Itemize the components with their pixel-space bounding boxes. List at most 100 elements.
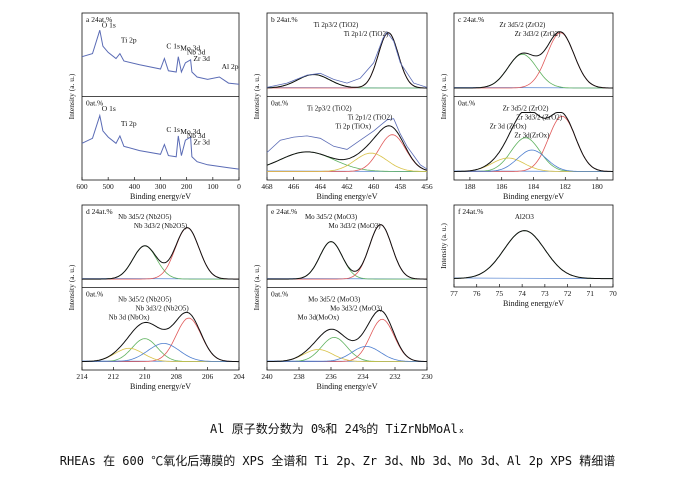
panel-c-xtick-label: 180 xyxy=(591,182,603,191)
panel-a-xtick-label: 100 xyxy=(207,182,219,191)
panel-d-ylabel: Intensity (a. u.) xyxy=(67,264,76,310)
panel-b-xtick-label: 458 xyxy=(395,182,407,191)
panel-e-annotation: Mo 3d(MoOx) xyxy=(297,314,339,322)
panel-a-peak-label: C 1s xyxy=(166,42,180,51)
panel-f-envelope xyxy=(453,230,613,280)
panel-d-annotation: Nb 3d5/2 (Nb2O5) xyxy=(118,296,172,304)
panel-a-peak-label: C 1s xyxy=(166,125,180,134)
panel-e-peak-mo-3d3-2 xyxy=(267,241,427,280)
panel-a-peak-label: Zr 3d xyxy=(193,137,210,146)
panel-e-peak-mo-3d3-2 xyxy=(267,336,427,363)
panel-c-annotation: Zr 3d5/2 (ZrO2) xyxy=(499,21,546,29)
panel-a-xtick-label: 600 xyxy=(76,182,88,191)
panel-d-xtick-label: 204 xyxy=(233,372,245,381)
panel-e-envelope xyxy=(267,224,427,280)
panel-e-xtick-label: 230 xyxy=(421,372,433,381)
panel-c-annotation: Zr 3d5/2 (ZrO2) xyxy=(503,105,550,113)
panel-a-0-spectrum xyxy=(81,30,240,85)
panel-d-annotation: Nb 3d5/2 (Nb2O5) xyxy=(118,213,172,221)
xps-figure: 600 500 400 300 200 100 0 Binding energy/eV Inte… xyxy=(67,12,617,391)
panel-b-envelope xyxy=(267,32,427,89)
panel-b-annotation: Ti 2p3/2 (TiO2) xyxy=(314,21,359,29)
panel-f-xlabel: Binding energy/eV xyxy=(503,299,564,308)
panel-e-ylabel: Intensity (a. u.) xyxy=(252,264,261,310)
panel-e-xtick-label: 236 xyxy=(325,372,337,381)
panel-a-xtick-label: 500 xyxy=(103,182,115,191)
panel-c-xtick-label: 188 xyxy=(464,182,476,191)
panel-d-xtick-label: 214 xyxy=(76,372,88,381)
panel-e-xtick-label: 234 xyxy=(357,372,369,381)
panel-b-peak-ti-2p3-2 xyxy=(267,32,427,89)
panel-c-sublabel: c 24at.% xyxy=(458,15,484,24)
panel-c-ylabel: Intensity (a. u.) xyxy=(439,73,448,119)
panel-a-peak-label: Mo 3d xyxy=(180,43,200,52)
panel-d-annotation: Nb 3d3/2 (Nb2O5) xyxy=(134,222,188,230)
caption-line-2: RHEAs 在 600 ℃氧化后薄膜的 XPS 全谱和 Ti 2p、Zr 3d、… xyxy=(59,454,616,468)
panel-b-xtick-label: 456 xyxy=(421,182,433,191)
panel-d-xtick-label: 208 xyxy=(171,372,183,381)
panel-d-xlabel: Binding energy/eV xyxy=(130,382,191,391)
panel-c-sublabel: 0at.% xyxy=(458,99,475,108)
panel-a-1-spectrum xyxy=(81,113,240,170)
panel-a-peak-label: O 1s xyxy=(102,104,116,113)
panel-d-xtick-label: 212 xyxy=(108,372,120,381)
panel-a-peak-label: Ti 2p xyxy=(121,35,137,44)
panel-a-xtick-label: 400 xyxy=(129,182,141,191)
panel-a-xlabel: Binding energy/eV xyxy=(130,192,191,201)
panel-a-xtick-label: 200 xyxy=(181,182,193,191)
panel-c-annotation: Zr 3d (ZrOx) xyxy=(490,123,528,131)
panel-e-envelope xyxy=(266,309,427,363)
panel-e-annotation: Mo 3d5/2 (MoO3) xyxy=(308,296,361,304)
panel-d-peak-nb-3d-nbox-b xyxy=(82,343,239,363)
panel-b-ylabel: Intensity (a. u.) xyxy=(252,73,261,119)
panel-f-ylabel: Intensity (a. u.) xyxy=(439,223,448,269)
panel-d-peak-nb-3d5-2 xyxy=(82,227,239,280)
panel-d-peak-nb-3d3-2 xyxy=(82,245,239,280)
panel-f-peak-al-2p xyxy=(453,230,613,280)
panel-d-envelope xyxy=(82,311,239,363)
panel-a-peak-label: O 1s xyxy=(102,21,116,30)
panel-f-xtick-label: 70 xyxy=(609,289,617,298)
caption-line-1: Al 原子数分数为 0%和 24%的 TiZrNbMoAlₓ xyxy=(210,422,465,436)
panel-f-xtick-label: 75 xyxy=(496,289,504,298)
panel-d-xtick-label: 206 xyxy=(202,372,214,381)
panel-b-peak-ti-2p-tiox- xyxy=(267,152,427,172)
panel-f-frame xyxy=(453,204,614,288)
panel-b-annotation: Ti 2p3/2 (TiO2) xyxy=(307,105,352,113)
panel-d-annotation: Nb 3d (NbOx) xyxy=(109,314,150,322)
panel-f-annotation: Al2O3 xyxy=(515,213,535,221)
panel-a-ylabel: Intensity (a. u.) xyxy=(67,73,76,119)
panel-a-peak-label: Nb 3d xyxy=(187,131,206,140)
panel-b-xtick-label: 466 xyxy=(288,182,300,191)
panel-f-xtick-label: 71 xyxy=(587,289,595,298)
panel-a-xtick-label: 0 xyxy=(237,182,241,191)
panel-d-sublabel: 0at.% xyxy=(86,290,103,299)
panel-d-peak-nb-3d5-2 xyxy=(82,317,239,363)
panel-f-xtick-label: 77 xyxy=(450,289,458,298)
panel-a-peak-label: Zr 3d xyxy=(193,54,210,63)
panel-d-envelope xyxy=(82,227,239,280)
panel-e-peak-mo-3d-moox-b xyxy=(267,346,427,363)
panel-e-sublabel: e 24at.% xyxy=(271,207,297,216)
panel-a-sublabel: 0at.% xyxy=(86,99,103,108)
panel-b-xlabel: Binding energy/eV xyxy=(317,192,378,201)
panel-d-xtick-label: 210 xyxy=(139,372,151,381)
panel-e-annotation: Mo 3d3/2 (MoO3) xyxy=(328,222,381,230)
panel-c-envelope xyxy=(454,31,613,89)
panel-a-peak-label: Ti 2p xyxy=(121,119,137,128)
panel-c-xtick-label: 182 xyxy=(560,182,572,191)
panel-a-xtick-label: 300 xyxy=(155,182,167,191)
panel-d-sublabel: d 24at.% xyxy=(86,207,113,216)
panel-f-xtick-label: 74 xyxy=(518,289,526,298)
panel-b-xtick-label: 462 xyxy=(341,182,353,191)
panel-c-annotation: Zr 3d3/2 (ZrO2) xyxy=(515,30,562,38)
panel-b-measured xyxy=(266,118,428,170)
panel-d-peak-nb-3d-nbox-a xyxy=(82,347,239,363)
panel-c-peak-zr-3d5-2 xyxy=(454,115,613,172)
panel-b-annotation: Ti 2p1/2 (TiO2) xyxy=(344,30,389,38)
panel-f-xtick-label: 73 xyxy=(541,289,549,298)
panel-e-xtick-label: 238 xyxy=(293,372,305,381)
panel-c-peak-zr-3d3-2 xyxy=(454,53,613,89)
panel-f-xtick-label: 76 xyxy=(473,289,481,298)
panel-f-xtick-label: 72 xyxy=(564,289,572,298)
